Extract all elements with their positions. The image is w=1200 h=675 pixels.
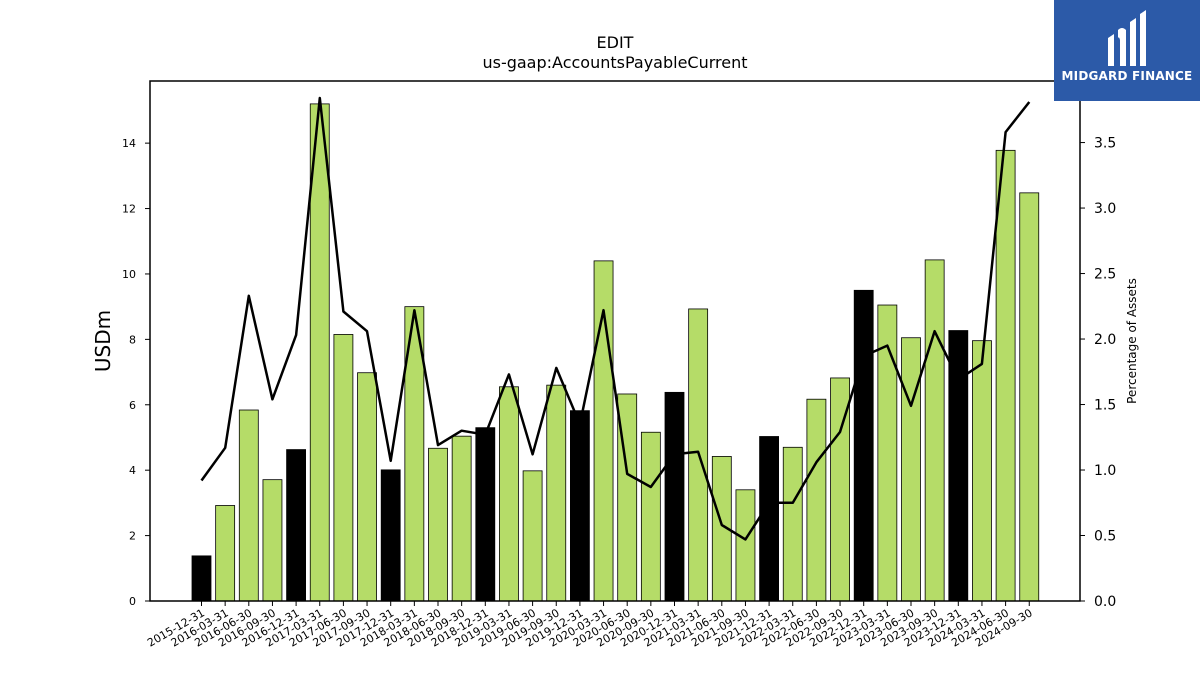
y-axis-label: USDm (91, 310, 115, 372)
y-tick-label: 12 (122, 203, 136, 216)
y2-axis-ticks: 0.0 0.5 1.0 1.5 2.0 2.5 3.0 3.5 (1080, 136, 1116, 610)
bar (782, 446, 803, 602)
bar (475, 427, 496, 602)
x-axis-ticks: 2015-12-312016-03-312016-06-302016-09-30… (145, 601, 1035, 650)
bar (1019, 192, 1040, 602)
logo-mark-icon (1108, 10, 1146, 66)
bar (924, 259, 945, 602)
bar (380, 469, 401, 602)
bar (238, 409, 259, 602)
plot-frame (149, 80, 1081, 602)
bar (664, 391, 685, 602)
bar (806, 398, 827, 602)
y2-tick-label: 3.0 (1094, 201, 1116, 217)
y-tick-label: 6 (129, 399, 136, 412)
line-series (200, 96, 1031, 541)
y2-axis-label: Percentage of Assets (1125, 278, 1139, 404)
bar (262, 479, 283, 602)
bar (901, 337, 921, 602)
y-tick-label: 4 (129, 464, 136, 477)
y-tick-label: 10 (122, 268, 136, 281)
y-tick-label: 0 (129, 595, 136, 608)
bar (546, 384, 567, 602)
y2-tick-label: 1.5 (1094, 398, 1116, 414)
chart-subtitle: us-gaap:AccountsPayableCurrent (482, 53, 747, 72)
bar (759, 436, 779, 602)
bar (948, 330, 969, 602)
y2-tick-label: 1.0 (1094, 463, 1116, 479)
y-axis-ticks: 0 2 4 6 8 10 12 14 (122, 137, 150, 608)
bar (428, 447, 448, 602)
chart-title: EDIT (597, 33, 634, 52)
y-tick-label: 14 (122, 137, 136, 150)
percentage-line (200, 96, 1031, 541)
y-tick-label: 2 (129, 530, 136, 543)
y2-tick-label: 2.0 (1094, 332, 1116, 348)
y2-tick-label: 0.5 (1094, 529, 1116, 545)
bar (640, 431, 661, 602)
bar (215, 505, 236, 602)
y2-tick-label: 0.0 (1094, 594, 1116, 610)
y-tick-label: 8 (129, 333, 136, 346)
logo-text: MIDGARD FINANCE (1061, 69, 1193, 83)
bar (333, 334, 354, 602)
bar (735, 489, 756, 602)
bar (191, 555, 212, 602)
bar (995, 149, 1016, 602)
logo: MIDGARD FINANCE (1054, 0, 1200, 101)
y2-tick-label: 3.5 (1094, 136, 1116, 152)
y2-tick-label: 2.5 (1094, 267, 1116, 283)
bar (972, 340, 992, 602)
bar (570, 410, 590, 602)
bar (357, 372, 377, 602)
bar (451, 435, 472, 602)
bar-series (191, 103, 1040, 602)
bar (853, 289, 874, 602)
bar (499, 386, 519, 602)
bar (522, 470, 543, 602)
bar (309, 103, 330, 602)
bar (286, 449, 307, 602)
